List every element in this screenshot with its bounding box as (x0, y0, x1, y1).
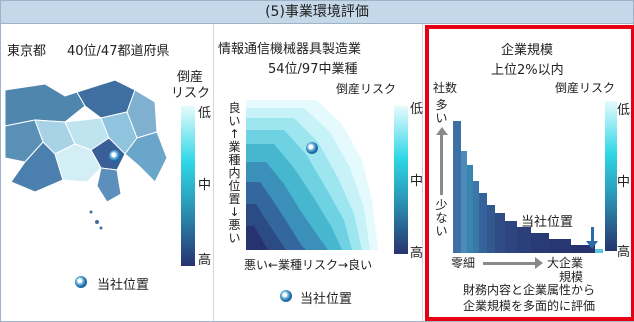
industry-panel: 情報通信機械器具製造業 54位/97中業種 倒産リスク 良い↑業種内位置↓悪い … (214, 24, 423, 321)
y-top-label: 多い (435, 98, 448, 125)
size-risk-label: 倒産リスク (555, 81, 616, 95)
scale-mid: 中 (198, 178, 212, 193)
scale-mid: 中 (617, 175, 631, 190)
industry-heatmap (246, 100, 382, 250)
company-size-panel: 企業規模 上位2%以内 社数 倒産リスク 多い 少ない 当社位置 零細 (425, 25, 634, 321)
prefecture-rank: 40位/47都道府県 (67, 44, 170, 59)
risk-scale-bar (181, 106, 195, 266)
prefecture-map (5, 79, 168, 230)
island (95, 220, 99, 224)
risk-label-2: リスク (171, 86, 211, 101)
industry-name: 情報通信機械器具製造業 (218, 42, 362, 57)
scale-mid: 中 (410, 174, 424, 189)
x-arrow-head-icon (535, 257, 543, 269)
prefecture-panel: 東京都 40位/47都道府県 倒産 リスク 低 中 高 当社位置 (1, 24, 214, 321)
size-rank: 上位2%以内 (491, 63, 564, 78)
section-header: (5)事業環境評価 (1, 1, 633, 24)
legend-marker (75, 276, 87, 288)
y-arrow-icon (440, 133, 443, 195)
company-marker (109, 150, 121, 162)
x-left-label: 零細 (451, 256, 476, 270)
map-region (5, 83, 86, 127)
x-right-label-1: 大企業 (547, 256, 584, 270)
prefecture-name: 東京都 (7, 44, 47, 59)
position-arrow-icon (591, 227, 594, 243)
position-arrow-head-icon (586, 241, 598, 249)
note-line-1: 財務内容と企業属性から (463, 283, 596, 297)
y-axis-label: 良い↑業種内位置↓悪い (228, 101, 241, 245)
risk-scale-bar (605, 101, 617, 251)
company-marker (306, 142, 318, 154)
contour-band (246, 226, 268, 250)
industry-risk-label: 倒産リスク (336, 82, 397, 96)
risk-label-1: 倒産 (177, 70, 204, 85)
size-title: 企業規模 (501, 43, 554, 58)
x-right-label-2: 規模 (559, 270, 584, 284)
island (89, 210, 93, 214)
count-label: 社数 (433, 81, 458, 95)
size-histogram (453, 121, 603, 253)
scale-high: 高 (617, 245, 631, 260)
x-axis-label: 悪い←業種リスク→良い (244, 258, 373, 272)
scale-high: 高 (410, 246, 424, 261)
island (99, 226, 103, 230)
y-arrow-head-icon (436, 127, 448, 135)
y-bottom-label: 少ない (435, 198, 448, 238)
scale-low: 低 (617, 103, 631, 118)
risk-scale-bar (394, 106, 408, 254)
company-position-label: 当社位置 (521, 215, 574, 230)
legend-label: 当社位置 (300, 292, 353, 307)
scale-low: 低 (410, 102, 424, 117)
legend-label: 当社位置 (97, 278, 150, 293)
scale-high: 高 (198, 253, 212, 268)
x-arrow-icon (483, 262, 535, 265)
industry-rank: 54位/97中業種 (268, 62, 358, 77)
scale-low: 低 (198, 106, 212, 121)
legend-marker (280, 290, 292, 302)
map-region (96, 167, 122, 203)
note-line-2: 企業規模を多面的に評価 (463, 299, 596, 313)
